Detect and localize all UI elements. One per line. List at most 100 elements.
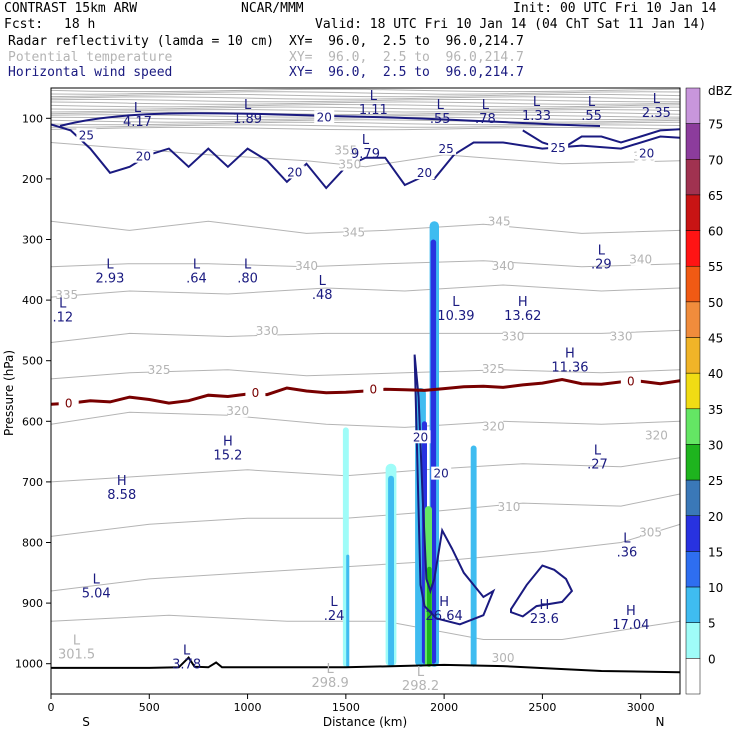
extremum-letter: L (533, 95, 541, 110)
field-1-xy: XY= 96.0, 2.5 to 96.0,214.7 (289, 34, 524, 49)
zero-isotherm-label-bg (363, 382, 384, 396)
extremum-letter: L (437, 98, 445, 113)
theta-label: 300 (492, 651, 515, 665)
theta-label: 340 (492, 259, 515, 273)
reflectivity-cell (388, 475, 394, 667)
y-tick-label: 500 (22, 355, 43, 368)
y-tick-label: 100 (22, 112, 43, 125)
theta-label: 320 (645, 428, 668, 442)
extremum-letter: L (452, 295, 460, 310)
extremum-letter: H (439, 595, 449, 610)
extremum-letter: L (482, 98, 490, 113)
theta-label: 330 (256, 324, 279, 338)
theta-label: 330 (501, 330, 524, 344)
x-tick-label: 1000 (234, 701, 262, 714)
extremum-value: .48 (312, 288, 333, 303)
colorbar-swatch (685, 87, 701, 124)
wind-label: 20 (317, 110, 332, 124)
theta-label-bg (640, 525, 661, 539)
colorbar-label: 35 (708, 403, 723, 417)
theta-contour-320 (51, 411, 680, 428)
colorbar-label: 50 (708, 296, 723, 310)
colorbar-swatch (685, 444, 701, 481)
reflectivity-cell (346, 554, 350, 667)
extremum-value: 17.04 (612, 618, 649, 633)
extremum-value: .36 (617, 546, 638, 561)
theta-label: 355 (334, 144, 357, 158)
colorbar-swatch (685, 479, 701, 517)
theta-label: 335 (55, 288, 78, 302)
theta-label-bg (343, 225, 364, 239)
extremum-letter: H (626, 604, 636, 619)
colorbar-label: 10 (708, 581, 723, 595)
y-axis-title: Pressure (hPa) (2, 350, 16, 436)
wind-label-bg (314, 110, 335, 124)
wind-label-bg (436, 141, 457, 155)
fcst-value: 18 h (64, 17, 96, 32)
wind-label-bg (414, 166, 435, 180)
stratosphere-isentrope (51, 119, 680, 123)
theta-label-bg (646, 428, 667, 442)
field-3-xy: XY= 96.0, 2.5 to 96.0,214.7 (289, 65, 524, 80)
theta-label-bg (56, 287, 77, 301)
theta-label: 340 (295, 259, 318, 273)
extremum-value: .64 (186, 272, 207, 287)
extremum-letter: L (244, 98, 252, 113)
colorbar-swatch (685, 408, 701, 445)
zero-isotherm-label-bg (58, 396, 79, 410)
theta-label-bg (483, 419, 504, 433)
theta-contour-335 (51, 284, 680, 298)
colorbar-swatch (685, 230, 701, 267)
y-tick-label: 400 (22, 294, 43, 307)
theta-label-bg (296, 258, 317, 272)
colorbar-swatch (685, 194, 701, 231)
extremum-letter: L (326, 662, 334, 677)
extremum-letter: L (594, 444, 602, 459)
field-2-xy: XY= 96.0, 2.5 to 96.0,214.7 (289, 50, 524, 65)
stratosphere-isentrope (51, 96, 680, 100)
stratosphere-isentrope (51, 109, 680, 113)
extremum-value: .78 (475, 112, 496, 127)
extremum-letter: L (362, 133, 370, 148)
extremum-letter: L (106, 258, 114, 273)
stratosphere-isentrope (51, 88, 680, 93)
extremum-value: 298.2 (402, 679, 439, 694)
zero-isotherm-label: 0 (252, 386, 260, 400)
theta-label-bg (502, 329, 523, 343)
theta-label-bg (257, 324, 278, 338)
reflectivity-cell (470, 445, 477, 667)
colorbar-label: 45 (708, 332, 723, 346)
terrain-line (51, 656, 680, 674)
theta-label: 350 (338, 158, 361, 172)
colorbar-label: 20 (708, 510, 723, 524)
colorbar-swatch (685, 301, 701, 338)
wind-label: 25 (79, 128, 94, 142)
field-3-name: Horizontal wind speed (8, 65, 173, 80)
theta-label: 340 (629, 253, 652, 267)
extremum-letter: L (653, 92, 661, 107)
init-time: Init: 00 UTC Fri 10 Jan 14 (513, 1, 717, 16)
extremum-letter: L (598, 244, 606, 259)
colorbar-swatch (685, 123, 701, 160)
extremum-letter: L (193, 258, 201, 273)
extremum-value: .55 (581, 109, 602, 124)
wind-label: 25 (550, 141, 565, 155)
x-tick-label: 0 (48, 701, 55, 714)
extremum-value: 9.79 (351, 147, 380, 162)
extremum-letter: L (59, 296, 67, 311)
theta-label-bg (630, 252, 651, 266)
extremum-value: 301.5 (58, 647, 95, 662)
colorbar-swatch (685, 337, 701, 374)
wind-label: 20 (136, 150, 151, 164)
extremum-letter: L (73, 633, 81, 648)
theta-label-bg (335, 143, 356, 157)
theta-label-bg (227, 404, 248, 418)
north-label: N (656, 715, 665, 729)
terrain-group (51, 656, 680, 674)
extremum-letter: L (370, 89, 378, 104)
theta-label: 325 (148, 363, 171, 377)
colorbar-swatch (685, 622, 701, 659)
south-label: S (82, 715, 90, 729)
extremum-value: 1.89 (233, 112, 262, 127)
extremum-value: 23.6 (530, 612, 559, 627)
